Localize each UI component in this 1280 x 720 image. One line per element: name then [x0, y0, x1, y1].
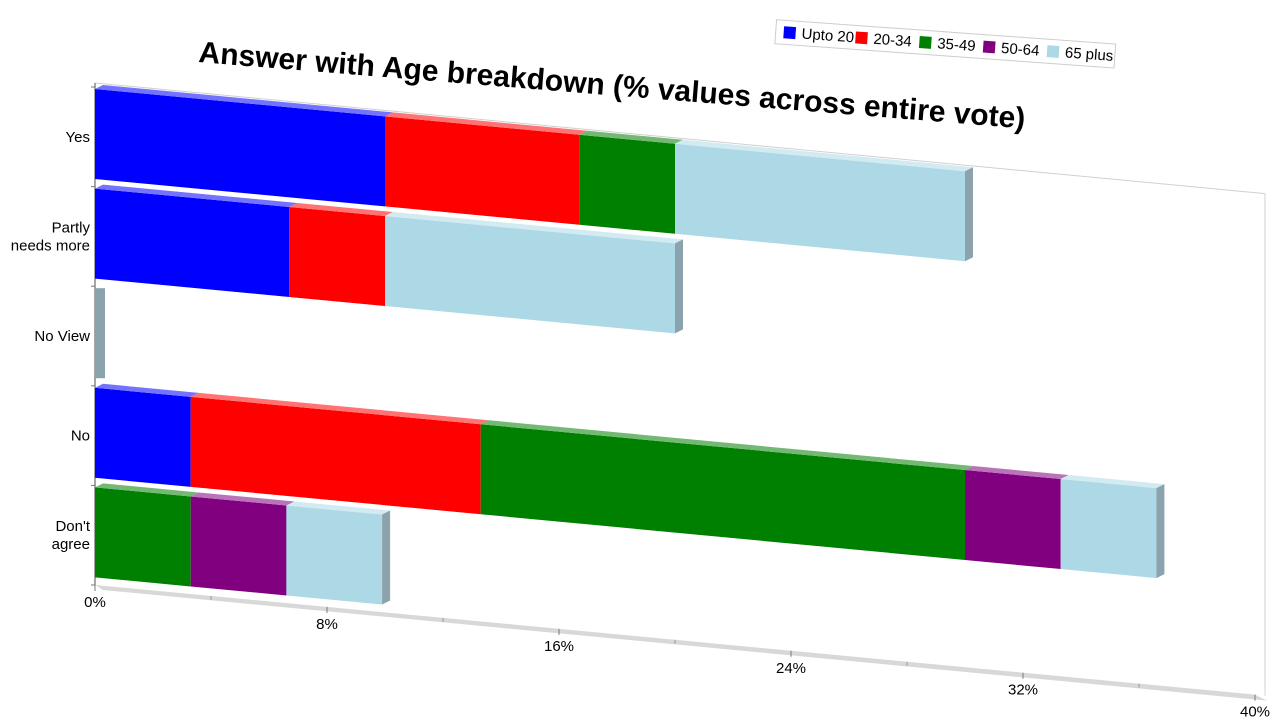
bar-top-face: [95, 483, 199, 497]
bar-face: [190, 496, 287, 596]
bar-segment: [289, 202, 393, 307]
bar-top-face: [286, 501, 391, 515]
bar-end-face: [675, 239, 683, 334]
bar-top-face: [1060, 475, 1165, 489]
plot-top-edge: [94, 82, 1266, 195]
x-tick-label: 16%: [544, 638, 574, 655]
bar-face: [385, 116, 580, 225]
legend: Upto 20 20-34 35-49 50-64 65 plus: [774, 19, 1117, 69]
bars-layer: [95, 85, 1165, 605]
bar-top-face: [385, 212, 683, 244]
bar-segment: [1060, 475, 1165, 579]
legend-swatch: [918, 36, 932, 49]
bar-segment: [286, 501, 391, 605]
labels-layer: Yes Partly needs more No View No Don't agree 0%…: [11, 129, 1270, 720]
category-label: Partly needs more: [11, 219, 91, 254]
bar-segment: [190, 492, 295, 596]
bar-face: [675, 143, 965, 262]
bar-segment: [385, 212, 683, 334]
legend-label: 50-64: [1001, 40, 1040, 60]
legend-label: 20-34: [873, 31, 912, 51]
legend-label: Upto 20: [801, 26, 855, 47]
bar-segment: [675, 139, 973, 262]
bar-segment: [385, 112, 588, 225]
bar-face: [1060, 479, 1157, 579]
bar-face: [579, 134, 675, 234]
x-tick-label: 8%: [316, 616, 338, 633]
bar-segment: [95, 184, 298, 297]
bar-top-face: [480, 420, 973, 471]
bar-face: [190, 396, 481, 515]
bar-top-face: [579, 130, 683, 144]
bar-face: [286, 505, 383, 605]
bar-segment: [95, 383, 199, 487]
bar-face: [480, 424, 965, 561]
bar-face: [95, 487, 191, 587]
bar-face: [385, 216, 675, 334]
bar-face: [965, 470, 1061, 570]
legend-label: 65 plus: [1064, 44, 1113, 64]
bar-face: [95, 188, 290, 297]
bar-end-face: [382, 510, 391, 605]
legend-swatch: [783, 26, 797, 40]
bar-end-face: [965, 167, 973, 262]
x-tick-label: 32%: [1008, 682, 1038, 699]
x-tick-label: 0%: [84, 594, 106, 611]
bar-top-face: [289, 202, 393, 217]
bar-face: [95, 387, 191, 487]
bar-face: [95, 89, 385, 207]
legend-swatch: [1046, 45, 1060, 58]
bar-top-face: [675, 139, 973, 172]
bar-segment: [480, 420, 973, 561]
legend-label: 35-49: [937, 35, 976, 55]
category-label: Yes: [66, 129, 90, 146]
bar-top-face: [95, 85, 393, 117]
bar-segment: [579, 130, 683, 234]
x-tick-label: 40%: [1240, 704, 1270, 720]
bar-segment: [95, 85, 393, 207]
bar-end-face: [1156, 484, 1165, 579]
x-tick-label: 24%: [776, 660, 806, 677]
bar-face: [289, 206, 385, 307]
bar-top-face: [965, 466, 1069, 480]
bar-segment: [95, 483, 199, 587]
category-label: No View: [34, 328, 90, 345]
bar-top-face: [385, 112, 588, 135]
bar-top-face: [95, 383, 199, 397]
bar-top-face: [190, 392, 489, 425]
plot-floor: [95, 585, 1267, 701]
bar-segment: [190, 392, 489, 515]
legend-swatch: [982, 40, 996, 54]
bar-segment: [965, 466, 1069, 570]
legend-swatch: [855, 31, 868, 45]
bar-top-face: [95, 184, 298, 207]
category-label: No: [71, 428, 90, 445]
bar-empty-marker: [95, 288, 105, 379]
category-label: Don't agree: [52, 518, 91, 553]
bar-top-face: [190, 492, 295, 506]
